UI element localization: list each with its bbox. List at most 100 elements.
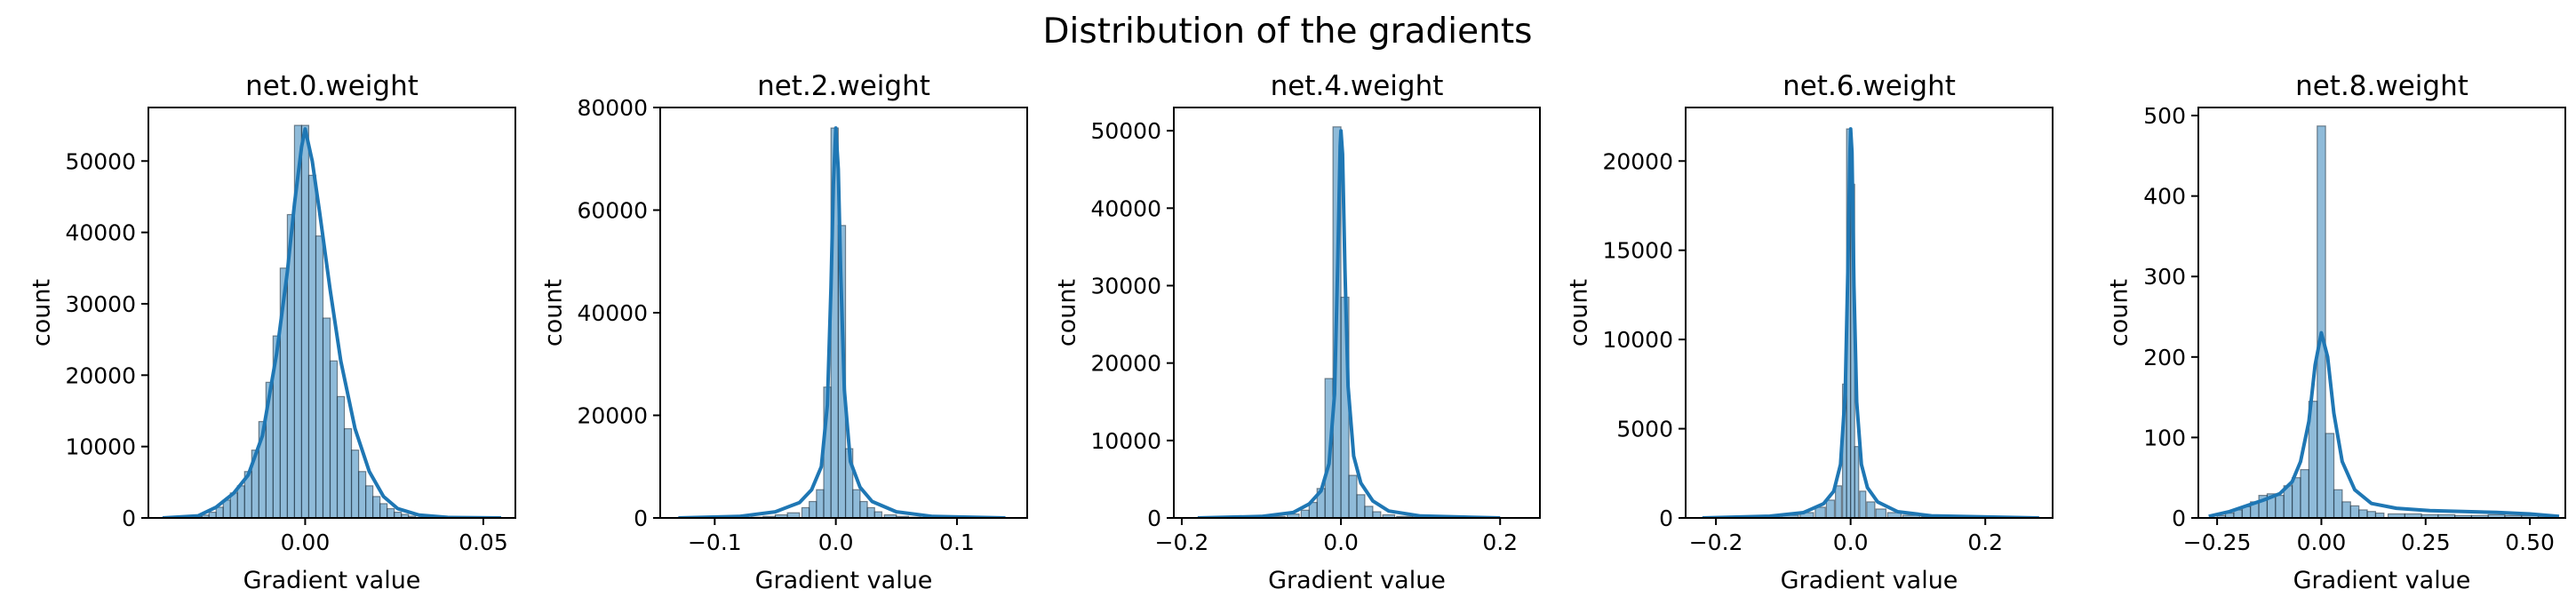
histogram-bar (1364, 506, 1374, 518)
x-tick-label: 0.05 (459, 529, 508, 555)
histogram-bar (1866, 501, 1876, 518)
y-tick-label: 10000 (65, 434, 136, 460)
y-tick-label: 200 (2143, 345, 2186, 370)
histogram-bar (2366, 511, 2377, 518)
y-tick-label: 60000 (577, 198, 648, 224)
x-axis-label: Gradient value (2293, 567, 2471, 594)
y-axis-label: count (1054, 279, 1081, 346)
axes-frame (1685, 107, 2054, 519)
x-axis-label: Gradient value (755, 567, 933, 594)
axes-frame (2197, 107, 2566, 519)
subplot-title: net.6.weight (1782, 70, 1956, 102)
histogram-bar (2325, 433, 2335, 518)
histogram-bar (357, 471, 367, 518)
subplot-title: net.8.weight (2295, 70, 2468, 102)
x-tick-label: −0.1 (688, 529, 742, 555)
y-tick-label: 40000 (577, 300, 648, 326)
y-axis-label: count (1566, 279, 1593, 346)
y-tick-label: 50000 (65, 148, 136, 174)
figure-suptitle: Distribution of the gradients (1043, 12, 1533, 52)
histogram-bar (408, 515, 417, 518)
x-tick-label: 0.0 (1323, 529, 1359, 555)
y-tick-label: 300 (2143, 264, 2186, 290)
plot-area (1197, 126, 1501, 518)
y-tick-label: 50000 (1090, 118, 1161, 144)
histogram-bar (1356, 494, 1366, 518)
histogram-bar (859, 500, 868, 518)
x-tick-label: 0.1 (939, 529, 975, 555)
x-tick-label: 0.00 (2297, 529, 2347, 555)
y-tick-label: 40000 (65, 220, 136, 246)
x-tick-label: 0.0 (818, 529, 854, 555)
subplot-3: −0.2 0.0 0.2 0 5000 10000 15000 20000 net.6.weig… (1566, 70, 2054, 594)
histogram-bar (350, 450, 360, 518)
kde-line (1702, 127, 2039, 518)
subplot-1: −0.1 0.0 0.1 0 20000 40000 60000 80000 net.2.wei… (540, 70, 1028, 594)
histogram-bar (300, 124, 310, 518)
y-axis-label: count (28, 279, 56, 346)
histogram-bar (379, 503, 388, 518)
kde-line (162, 127, 502, 518)
histogram-bar (1372, 511, 1382, 518)
y-tick-label: 20000 (65, 362, 136, 388)
y-tick-label: 0 (2172, 506, 2186, 531)
x-tick-label: 0.25 (2401, 529, 2451, 555)
y-tick-label: 10000 (1602, 327, 1673, 353)
histogram-bar (1875, 508, 1887, 518)
subplots: 0.00 0.0501000020000300004000050000net.0.… (28, 70, 2566, 594)
subplot-4: −0.25 0.00 0.25 0.50 0 100 200 300 400 500 net.8.w… (2106, 70, 2566, 594)
x-tick-label: 0.2 (1482, 529, 1518, 555)
histogram-bar (2317, 125, 2326, 518)
histogram-bar (1814, 506, 1826, 518)
y-tick-label: 30000 (1090, 273, 1161, 299)
subplot-0: 0.00 0.05 0 10000 20000 30000 40000 50000 net.0.… (28, 70, 516, 594)
kde-line (2208, 330, 2560, 518)
axes-frame (1173, 107, 1541, 519)
x-tick-label: −0.25 (2183, 529, 2252, 555)
plot-area (2208, 125, 2560, 518)
histogram-bar (364, 485, 374, 518)
histogram-bar (322, 317, 331, 518)
histogram-bar (1886, 512, 1902, 518)
histogram-bar (307, 174, 317, 518)
histogram-bar (2349, 505, 2360, 518)
histogram-bar (236, 485, 245, 518)
histogram-bar (2291, 477, 2301, 518)
plot-area (678, 126, 1006, 518)
y-tick-label: 0 (122, 506, 136, 531)
y-tick-label: 20000 (1602, 148, 1673, 174)
histogram-bar (343, 427, 353, 518)
kde-line (678, 126, 1006, 518)
x-tick-label: 0.2 (1967, 529, 2003, 555)
histogram-bar (801, 506, 810, 518)
histogram-bar (1300, 509, 1310, 518)
histogram-bar (809, 500, 817, 518)
histogram-bar (2341, 501, 2351, 518)
histogram-bar (866, 506, 875, 518)
histogram-bar (2300, 469, 2309, 518)
x-axis-label: Gradient value (243, 567, 421, 594)
histogram-bar (816, 489, 825, 518)
y-tick-label: 400 (2143, 184, 2186, 210)
axes-frame (148, 107, 516, 519)
x-axis-label: Gradient value (1781, 567, 1958, 594)
subplot-title: net.2.weight (757, 70, 930, 102)
y-tick-label: 20000 (577, 403, 648, 429)
y-tick-label: 15000 (1602, 238, 1673, 264)
x-tick-label: 0.0 (1833, 529, 1869, 555)
subplot-title: net.0.weight (245, 70, 419, 102)
histogram-bar (1854, 446, 1860, 518)
y-tick-label: 10000 (1090, 428, 1161, 454)
y-tick-label: 80000 (577, 95, 648, 121)
plot-area (162, 124, 502, 518)
y-tick-label: 0 (634, 506, 648, 531)
histogram-bar (329, 360, 339, 518)
y-tick-label: 500 (2143, 103, 2186, 129)
x-tick-label: 0.00 (281, 529, 331, 555)
histogram-bar (387, 507, 395, 518)
histogram-bar (873, 511, 883, 518)
histogram-bar (1825, 499, 1836, 518)
histogram-bar (215, 506, 224, 518)
subplot-2: −0.2 0.0 0.2 0 10000 20000 30000 40000 50000 net.… (1054, 70, 1541, 594)
